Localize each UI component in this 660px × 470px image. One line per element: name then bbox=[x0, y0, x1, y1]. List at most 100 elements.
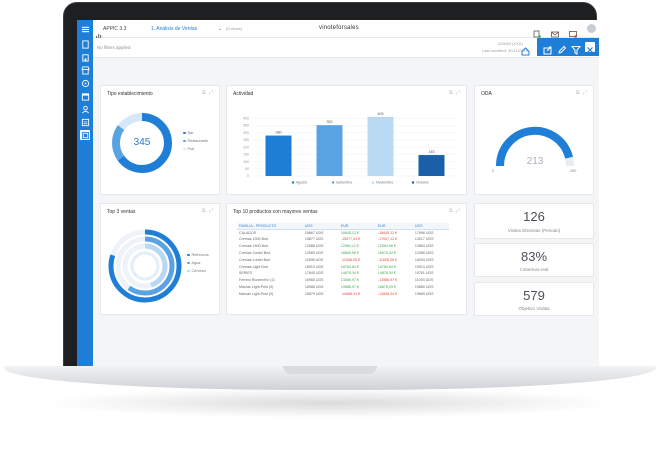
donut-center-value: 345 bbox=[133, 137, 151, 148]
bar-setiembre[interactable] bbox=[316, 125, 343, 176]
legend-swatch bbox=[371, 181, 375, 184]
table-cell: 14878,34 € bbox=[340, 271, 359, 276]
dashboard-icon[interactable] bbox=[80, 130, 90, 140]
table-row[interactable]: Ferrero Rocher/Inc (1) 16965 UDS 13086,97 … bbox=[237, 277, 449, 284]
bar-value-label: 409 bbox=[378, 112, 384, 116]
table-row[interactable]: Marcas Light-Pest (0) 18988 UDS 19886,97 €… bbox=[237, 284, 449, 291]
share-icon[interactable] bbox=[543, 42, 553, 55]
table-row[interactable]: Cremas Light Brut 18913 UDS 18784,84 € 1976… bbox=[237, 264, 449, 271]
avatar-icon[interactable] bbox=[587, 24, 596, 33]
bar-value-label: 352 bbox=[327, 120, 333, 124]
filter-icon[interactable] bbox=[570, 42, 582, 55]
menu-icon[interactable] bbox=[80, 24, 90, 34]
card-tools-icon[interactable]: ⧉ ⤢ bbox=[576, 90, 588, 96]
chevron-down-icon[interactable]: ⌄ bbox=[218, 26, 223, 32]
user-icon[interactable] bbox=[80, 104, 90, 114]
table-cell: 12984,12 € bbox=[340, 244, 359, 249]
kpi-value: 126 bbox=[523, 209, 545, 224]
table-cell: Marcas Light-Pest (0) bbox=[239, 291, 274, 296]
ring-refrescos[interactable] bbox=[108, 229, 182, 303]
table-row[interactable]: Cremas 1000 Brut 15877 UDS -15577,04 € -170… bbox=[237, 237, 449, 244]
kpi-value: 83% bbox=[520, 249, 548, 264]
table-cell: 17896 UDS bbox=[414, 230, 434, 235]
edit-icon[interactable] bbox=[557, 42, 567, 54]
card-tools-icon[interactable]: ⧉ ⤢ bbox=[449, 90, 461, 96]
bar-value-label: 280 bbox=[276, 131, 282, 135]
y-tick-label: 250 bbox=[243, 138, 249, 142]
column-header[interactable]: FAMILIA - PRODUCTO bbox=[237, 223, 303, 230]
card-tools-icon[interactable]: ⧉ ⤢ bbox=[202, 90, 214, 96]
table-cell: -17007,12 € bbox=[377, 237, 398, 242]
table-cell: 17845 UDS bbox=[304, 271, 324, 276]
actividad-bar-chart: 400 350 300 250 200 150 100 50 0 280 Agosto 352 Seti… bbox=[243, 112, 457, 185]
card-tipo-establecimiento: Tipo establecimiento ⧉ ⤢ 345 Bar Restaur… bbox=[100, 85, 220, 195]
table-cell: Cremas 1800 Brut bbox=[239, 244, 269, 249]
list-icon[interactable] bbox=[80, 117, 90, 127]
bar-agosto[interactable] bbox=[265, 135, 292, 176]
table-cell: 12089 UDS bbox=[414, 251, 434, 256]
bar-noviembre[interactable] bbox=[367, 116, 394, 176]
calendar-icon[interactable] bbox=[80, 91, 90, 101]
kpi-card: 579 Objetivo Visitas bbox=[474, 282, 594, 316]
breadcrumb[interactable]: 1. Análisis de Ventas bbox=[151, 26, 198, 32]
table-row[interactable]: Cremas Costel Brut 12989 UDS 18889,96 € 189… bbox=[237, 250, 449, 257]
kpi-label: Cobertura real bbox=[519, 267, 549, 272]
legend-swatch bbox=[331, 181, 335, 184]
gauge-value: 213 bbox=[526, 156, 544, 167]
table-header-row: FAMILIA - PRODUCTO UDS EUR EUR UDS bbox=[237, 223, 449, 230]
table-cell: 12054,98 € bbox=[377, 244, 396, 249]
column-header[interactable]: EUR bbox=[375, 223, 413, 230]
table-cell: 13017 UDS bbox=[414, 237, 434, 242]
legend-swatch bbox=[291, 181, 295, 184]
column-header[interactable]: UDS bbox=[302, 223, 339, 230]
table-cell: 12864 UDS bbox=[414, 244, 434, 249]
home-icon[interactable] bbox=[521, 43, 530, 56]
table-cell: SERIES bbox=[239, 271, 253, 276]
card-tools-icon[interactable]: ⧉ ⤢ bbox=[449, 208, 461, 214]
column-header[interactable]: EUR bbox=[338, 223, 376, 230]
table-cell: -11698,55 € bbox=[377, 257, 397, 262]
y-tick-label: 150 bbox=[243, 153, 249, 157]
legend-label: Setiembre bbox=[336, 181, 352, 185]
store-icon[interactable] bbox=[80, 65, 90, 75]
document-icon[interactable] bbox=[80, 39, 90, 49]
table-cell: 19886,97 € bbox=[340, 284, 359, 289]
y-tick-label: 100 bbox=[243, 160, 249, 164]
export-icon[interactable] bbox=[533, 25, 541, 38]
table-row[interactable]: Marcas Light-Pest (0) 18879 UDS -19888,04 … bbox=[237, 291, 449, 298]
legend-label: Noviembre bbox=[376, 181, 393, 185]
ring-cerveza[interactable] bbox=[122, 243, 168, 289]
donut-slice-restaurante[interactable] bbox=[112, 113, 172, 173]
gauge-fill bbox=[495, 126, 573, 167]
table-cell: 19781 UDS bbox=[414, 271, 434, 276]
column-header[interactable]: UDS bbox=[412, 223, 449, 230]
kpi-card: 83% Cobertura real bbox=[474, 243, 594, 277]
ring-agua[interactable] bbox=[115, 236, 175, 296]
donut-slice-pub[interactable] bbox=[112, 113, 172, 173]
legend-item: Agua bbox=[187, 261, 200, 265]
excel-icon[interactable] bbox=[585, 42, 595, 53]
mail-icon[interactable] bbox=[551, 25, 559, 38]
card-tools-icon[interactable]: ⧉ ⤢ bbox=[202, 208, 214, 214]
notification-icon[interactable] bbox=[569, 25, 577, 38]
table-cell: -13986,97 € bbox=[377, 278, 398, 283]
top-bar: APPIC 3.3 1. Análisis de Ventas ⌄ (5 vie… bbox=[93, 20, 599, 39]
bar-octubre[interactable] bbox=[418, 155, 445, 176]
table-cell: Cremas Light Brut bbox=[239, 264, 268, 269]
table-row[interactable]: Cremas 1800 Brut 12988 UDS 12984,12 € 12054… bbox=[237, 244, 449, 251]
sidebar bbox=[77, 20, 93, 366]
kpi-value: 579 bbox=[523, 288, 545, 303]
grid-icon[interactable] bbox=[80, 78, 90, 88]
table-cell: Cremas Lurdel Brut bbox=[239, 257, 271, 262]
table-cell: 18878,03 € bbox=[377, 284, 396, 289]
kpi-label: Objetivo Visitas bbox=[518, 306, 550, 311]
table-cell: CALADOS bbox=[239, 230, 257, 235]
table-cell: 12988 UDS bbox=[304, 244, 324, 249]
building-icon[interactable] bbox=[80, 52, 90, 62]
table-row[interactable]: Cremas Lurdel Brut 11698 UDS -11698,55 € -1… bbox=[237, 257, 449, 264]
table-row[interactable]: CALADOS 15867 UDS 18845,12 € -18845,12 € 178… bbox=[237, 230, 449, 237]
table-row[interactable]: SERIES 17845 UDS 14878,34 € 14878,34 € 19781… bbox=[237, 271, 449, 278]
filters-status: No filters applied bbox=[97, 45, 131, 50]
legend-item: Restaurante bbox=[183, 139, 208, 143]
